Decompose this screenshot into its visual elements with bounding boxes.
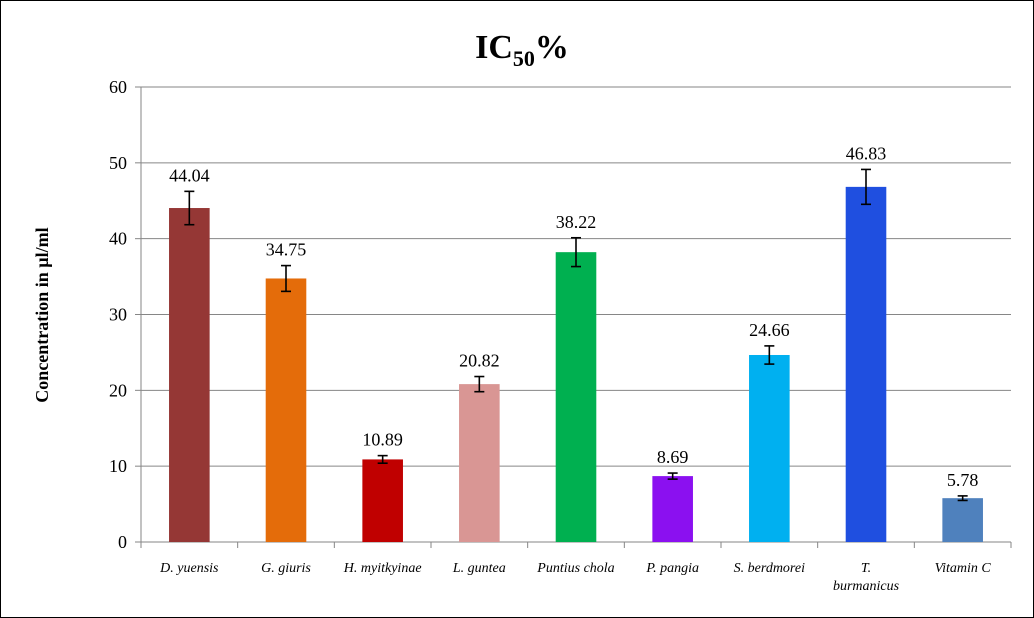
bar: [749, 354, 790, 542]
bar: [652, 476, 693, 542]
data-label: 24.66: [749, 320, 790, 340]
x-tick-label: L. guntea: [452, 561, 506, 576]
y-tick-label: 20: [109, 380, 127, 400]
labels: 0 10 20 30 40 50 60 44.04 D. yuensis 34.75 G. giur…: [109, 77, 991, 594]
bar: [169, 208, 210, 542]
data-label: 44.04: [169, 165, 210, 185]
x-tick-label: P. pangia: [645, 561, 699, 576]
chart-title: IC50%: [475, 29, 569, 71]
data-label: 34.75: [266, 240, 307, 260]
x-tick-label: D. yuensis: [159, 561, 219, 576]
x-tick-label: G. giuris: [261, 561, 311, 576]
bar: [362, 459, 403, 542]
data-label: 46.83: [846, 143, 887, 163]
y-tick-label: 30: [109, 305, 127, 325]
data-label: 10.89: [362, 430, 403, 450]
y-tick-label: 0: [118, 532, 127, 552]
y-axis-label: Concentration in µl/ml: [32, 227, 52, 402]
y-tick-label: 50: [109, 153, 127, 173]
y-tick-label: 10: [109, 456, 127, 476]
y-tick-label: 60: [109, 77, 127, 97]
data-label: 8.69: [657, 447, 689, 467]
y-tick-label: 40: [109, 229, 127, 249]
data-label: 20.82: [459, 351, 500, 371]
x-tick-label: T.: [861, 561, 871, 576]
x-tick-label: H. myitkyinae: [343, 561, 422, 576]
x-tick-label: burmanicus: [833, 579, 900, 594]
bar: [265, 278, 307, 542]
bar: [942, 498, 983, 542]
bar: [459, 384, 500, 542]
data-label: 5.78: [947, 470, 979, 490]
data-label: 38.22: [556, 212, 597, 232]
chart-title-subscript: 50: [513, 46, 535, 71]
chart-title-suffix: %: [535, 29, 569, 66]
chart-title-main: IC: [475, 29, 513, 66]
x-tick-label: Puntius chola: [536, 561, 614, 576]
bar: [555, 252, 597, 543]
bar: [845, 186, 887, 542]
x-tick-label: Vitamin C: [935, 561, 992, 576]
x-tick-label: S. berdmorei: [734, 561, 805, 576]
bars: [169, 168, 983, 543]
